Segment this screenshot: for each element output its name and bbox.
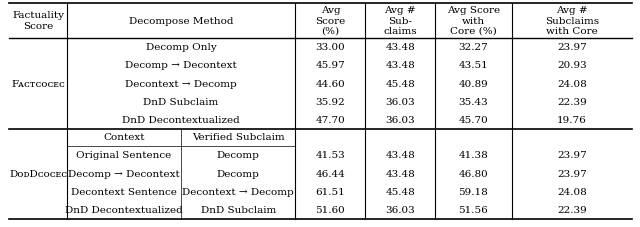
Text: Avg
Score
(%): Avg Score (%) [316,6,346,36]
Text: DnD Subclaim: DnD Subclaim [200,205,276,214]
Text: 43.48: 43.48 [385,43,415,52]
Text: 23.97: 23.97 [557,169,587,178]
Text: 43.48: 43.48 [385,61,415,70]
Text: 45.48: 45.48 [385,187,415,196]
Text: DnD Decontextualized: DnD Decontextualized [65,205,183,214]
Text: DᴏᴅDᴄᴏᴄᴇᴄ: DᴏᴅDᴄᴏᴄᴇᴄ [9,170,67,179]
Text: DnD Decontextualized: DnD Decontextualized [122,116,240,125]
Text: Decontext → Decomp: Decontext → Decomp [182,187,294,196]
Text: Factuality
Score: Factuality Score [12,11,64,31]
Text: 44.60: 44.60 [316,79,345,88]
Text: 22.39: 22.39 [557,205,587,214]
Text: 43.51: 43.51 [458,61,488,70]
Text: Verified Subclaim: Verified Subclaim [192,132,285,141]
Text: Avg #
Sub-
claims: Avg # Sub- claims [383,6,417,36]
Text: 45.48: 45.48 [385,79,415,88]
Text: 59.18: 59.18 [458,187,488,196]
Text: Avg #
Subclaims
with Core: Avg # Subclaims with Core [545,6,599,36]
Text: 40.89: 40.89 [458,79,488,88]
Text: 43.48: 43.48 [385,151,415,160]
Text: 46.44: 46.44 [316,169,345,178]
Text: 24.08: 24.08 [557,79,587,88]
Text: Decontext → Decomp: Decontext → Decomp [125,79,237,88]
Text: 35.43: 35.43 [458,98,488,106]
Text: Decontext Sentence: Decontext Sentence [71,187,177,196]
Text: Decomp → Decontext: Decomp → Decontext [68,169,180,178]
Text: 35.92: 35.92 [316,98,345,106]
Text: 23.97: 23.97 [557,43,587,52]
Text: Decomp: Decomp [217,169,260,178]
Text: 36.03: 36.03 [385,116,415,125]
Text: 24.08: 24.08 [557,187,587,196]
Text: 19.76: 19.76 [557,116,587,125]
Text: 36.03: 36.03 [385,205,415,214]
Text: Context: Context [103,132,145,141]
Text: 46.80: 46.80 [458,169,488,178]
Text: 32.27: 32.27 [458,43,488,52]
Text: 45.70: 45.70 [458,116,488,125]
Text: 51.56: 51.56 [458,205,488,214]
Text: 23.97: 23.97 [557,151,587,160]
Text: 45.97: 45.97 [316,61,345,70]
Text: 51.60: 51.60 [316,205,345,214]
Text: 47.70: 47.70 [316,116,345,125]
Text: DnD Subclaim: DnD Subclaim [143,98,219,106]
Text: 41.53: 41.53 [316,151,345,160]
Text: Decomp: Decomp [217,151,260,160]
Text: Decomp Only: Decomp Only [146,43,216,52]
Text: 20.93: 20.93 [557,61,587,70]
Text: 36.03: 36.03 [385,98,415,106]
Text: 33.00: 33.00 [316,43,345,52]
Text: 43.48: 43.48 [385,169,415,178]
Text: 41.38: 41.38 [458,151,488,160]
Text: 61.51: 61.51 [316,187,345,196]
Text: Fᴀᴄᴛᴄᴏᴄᴇᴄ: Fᴀᴄᴛᴄᴏᴄᴇᴄ [11,79,65,88]
Text: Avg Score
with
Core (%): Avg Score with Core (%) [447,6,500,36]
Text: Decompose Method: Decompose Method [129,17,234,25]
Text: 22.39: 22.39 [557,98,587,106]
Text: Original Sentence: Original Sentence [76,151,172,160]
Text: Decomp → Decontext: Decomp → Decontext [125,61,237,70]
